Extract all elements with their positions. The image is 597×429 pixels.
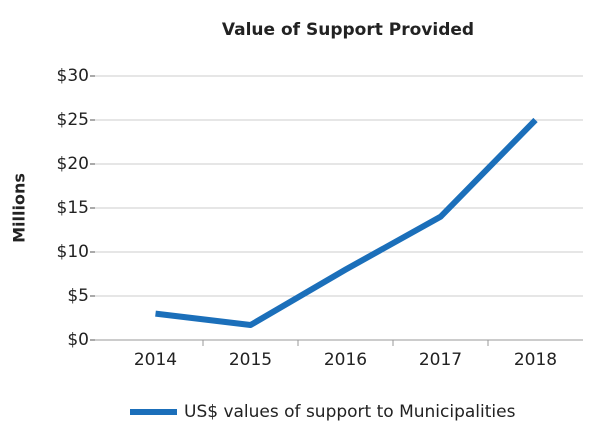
y-axis-label: Millions xyxy=(10,173,29,243)
x-tick-label: 2016 xyxy=(324,350,367,370)
series-line xyxy=(155,117,538,329)
x-tick-label: 2015 xyxy=(229,350,272,370)
y-tick-label: $0 xyxy=(67,330,89,350)
y-tick-label: $30 xyxy=(57,66,89,86)
x-tick-label: 2017 xyxy=(419,350,462,370)
y-tick-label: $5 xyxy=(67,286,89,306)
x-tick-label: 2014 xyxy=(134,350,177,370)
x-tick-label: 2018 xyxy=(514,350,557,370)
y-tick-label: $15 xyxy=(57,198,89,218)
y-tick-label: $10 xyxy=(57,242,89,262)
chart-title: Value of Support Provided xyxy=(222,20,474,40)
legend-label: US$ values of support to Municipalities xyxy=(184,402,516,422)
y-tick-label: $25 xyxy=(57,110,89,130)
y-tick-label: $20 xyxy=(57,154,89,174)
